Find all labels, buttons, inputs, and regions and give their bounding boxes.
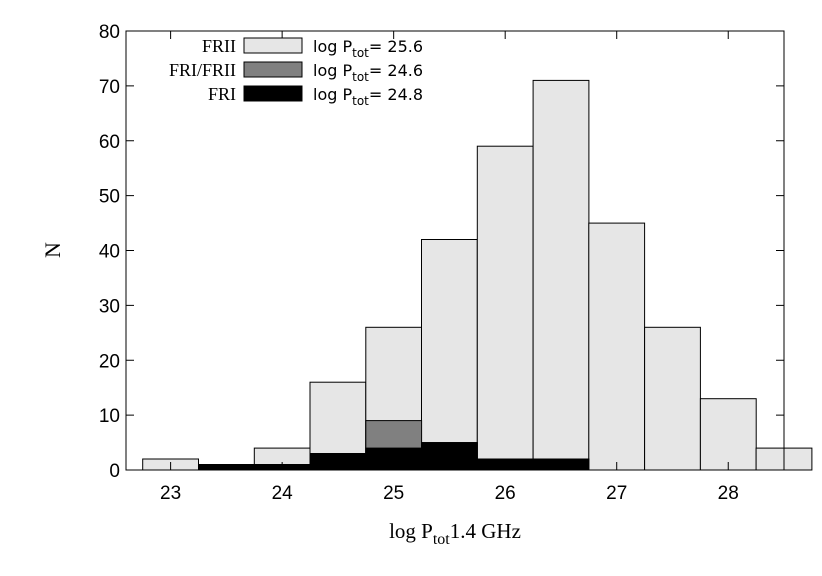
frii-bar xyxy=(699,398,757,471)
x-tick-label: 23 xyxy=(160,483,181,504)
fri-bar xyxy=(198,464,255,471)
legend-label: FRI xyxy=(208,84,236,104)
legend: FRII log Ptot= 25.6 FRI/FRII log Ptot= 24.6… xyxy=(169,36,423,108)
y-tick-label: 40 xyxy=(99,242,120,263)
x-tick-label: 26 xyxy=(495,483,516,504)
frii-bar xyxy=(644,326,701,471)
y-tick-label: 80 xyxy=(99,22,120,43)
legend-swatch xyxy=(243,37,303,54)
x-tick-label: 25 xyxy=(383,483,404,504)
x-tick-label: 24 xyxy=(272,483,294,504)
fri-bar xyxy=(309,453,367,471)
legend-value: log Ptot= 25.6 xyxy=(313,37,423,60)
fri-bar xyxy=(421,442,478,471)
y-tick-label: 70 xyxy=(99,77,120,98)
axis-labels: N log Ptot1.4 GHz xyxy=(40,242,521,548)
legend-swatch xyxy=(243,85,303,102)
ticks-layer: 0 10 20 30 40 50 60 70 80 23 24 25 26 27 28 xyxy=(99,22,784,504)
y-tick-label: 10 xyxy=(99,406,120,427)
y-tick-label: 0 xyxy=(109,461,120,482)
legend-swatch xyxy=(243,61,303,78)
y-axis-label: N xyxy=(40,242,65,258)
x-tick-label: 27 xyxy=(606,483,627,504)
legend-value: log Ptot= 24.6 xyxy=(313,61,423,84)
y-tick-label: 20 xyxy=(99,351,120,372)
x-axis-label: log Ptot1.4 GHz xyxy=(389,519,521,548)
fri-bar xyxy=(532,458,590,471)
y-tick-label: 60 xyxy=(99,132,120,153)
frii-bar xyxy=(532,79,590,471)
frii-bar xyxy=(588,222,646,471)
y-tick-label: 30 xyxy=(99,296,120,317)
legend-value: log Ptot= 24.8 xyxy=(313,85,423,108)
frii-bar xyxy=(421,239,478,471)
bars-layer xyxy=(142,79,813,471)
x-tick-label: 28 xyxy=(718,483,739,504)
legend-label: FRII xyxy=(202,36,236,56)
legend-label: FRI/FRII xyxy=(169,60,236,80)
y-tick-label: 50 xyxy=(99,187,120,208)
frii-bar xyxy=(476,145,534,471)
